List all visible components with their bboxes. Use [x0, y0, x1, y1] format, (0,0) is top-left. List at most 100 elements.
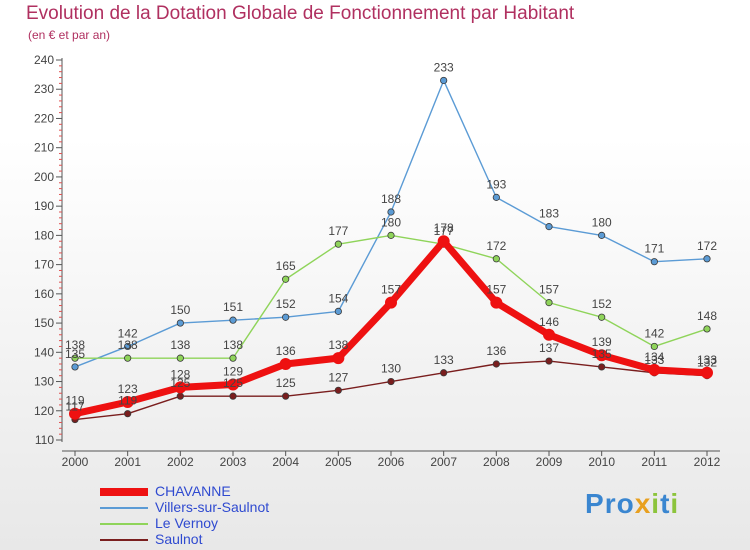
data-label-saulnot: 133: [434, 353, 454, 367]
legend-swatch-chavanne: [100, 488, 148, 496]
logo-letter: r: [604, 488, 617, 519]
data-label-chavanne: 157: [381, 283, 401, 297]
data-label-saulnot: 125: [276, 376, 296, 390]
data-point-le-vernoy: [703, 325, 711, 333]
data-label-le-vernoy: 180: [381, 215, 401, 229]
data-label-chavanne: 128: [170, 367, 190, 381]
x-tick-label: 2012: [694, 455, 721, 469]
data-label-villers-sur-saulnot: 172: [697, 239, 717, 253]
data-label-saulnot: 137: [539, 341, 559, 355]
data-point-le-vernoy: [598, 313, 606, 321]
data-label-le-vernoy: 165: [276, 259, 296, 273]
data-label-saulnot: 127: [328, 370, 348, 384]
data-point-le-vernoy: [545, 299, 553, 307]
x-tick-label: 2005: [325, 455, 352, 469]
data-label-villers-sur-saulnot: 183: [539, 207, 559, 221]
data-point-villers-sur-saulnot: [71, 363, 79, 371]
data-label-le-vernoy: 138: [65, 338, 85, 352]
data-label-saulnot: 135: [592, 347, 612, 361]
data-label-le-vernoy: 138: [223, 338, 243, 352]
data-point-villers-sur-saulnot: [176, 319, 184, 327]
y-tick-label: 130: [34, 375, 54, 389]
data-point-villers-sur-saulnot: [492, 193, 500, 201]
data-label-le-vernoy: 157: [539, 283, 559, 297]
legend-swatch-saulnot: [100, 539, 148, 541]
data-label-le-vernoy: 172: [486, 239, 506, 253]
logo-letter: i: [670, 488, 680, 519]
data-label-chavanne: 134: [644, 350, 664, 364]
legend-swatch-vernoy: [100, 523, 148, 525]
data-point-saulnot: [124, 410, 132, 418]
data-point-chavanne: [437, 235, 450, 248]
data-label-villers-sur-saulnot: 150: [170, 303, 190, 317]
data-point-villers-sur-saulnot: [545, 223, 553, 231]
data-labels-layer: 135 142 150 151 152 154 188 233 193 183 180 171 172 1…: [65, 60, 717, 413]
data-point-villers-sur-saulnot: [598, 231, 606, 239]
data-point-chavanne: [174, 381, 187, 394]
data-label-chavanne: 136: [276, 344, 296, 358]
data-point-saulnot: [545, 357, 553, 365]
x-tick-label: 2009: [536, 455, 563, 469]
proxiti-logo: Proxiti: [585, 488, 679, 520]
data-label-saulnot: 136: [486, 344, 506, 358]
data-label-chavanne: 138: [328, 338, 348, 352]
x-tick-label: 2002: [167, 455, 194, 469]
data-label-saulnot: 133: [644, 353, 664, 367]
y-tick-label: 140: [34, 345, 54, 359]
data-point-villers-sur-saulnot: [124, 342, 132, 351]
data-label-saulnot: 125: [170, 376, 190, 390]
data-point-villers-sur-saulnot: [703, 255, 711, 263]
data-label-le-vernoy: 142: [644, 326, 664, 340]
x-tick-label: 2001: [114, 455, 141, 469]
data-label-le-vernoy: 177: [328, 224, 348, 238]
data-label-villers-sur-saulnot: 151: [223, 300, 243, 314]
data-point-chavanne: [543, 328, 555, 341]
data-point-chavanne: [490, 296, 503, 309]
y-tick-label: 120: [34, 404, 54, 418]
data-label-villers-sur-saulnot: 193: [486, 177, 506, 191]
data-point-saulnot: [282, 392, 290, 400]
series-layer: [69, 76, 713, 424]
data-point-saulnot: [598, 363, 606, 371]
data-point-le-vernoy: [492, 255, 500, 263]
data-label-chavanne: 133: [697, 353, 717, 367]
data-label-le-vernoy: 152: [592, 297, 612, 311]
data-point-chavanne: [385, 296, 397, 309]
data-point-le-vernoy: [124, 354, 132, 362]
logo-letter: x: [634, 488, 652, 519]
chart-subtitle: (en € et par an): [28, 28, 111, 42]
data-label-saulnot: 132: [697, 356, 717, 370]
data-label-chavanne: 146: [539, 315, 559, 329]
data-point-chavanne: [595, 349, 608, 362]
data-point-chavanne: [279, 358, 292, 370]
y-tick-label: 110: [35, 433, 54, 447]
data-point-le-vernoy: [71, 354, 79, 362]
data-point-le-vernoy: [334, 240, 342, 248]
data-point-saulnot: [440, 369, 448, 377]
x-tick-label: 2004: [272, 455, 299, 469]
legend-label-vernoy: Le Vernoy: [155, 515, 219, 531]
x-tick-label: 2006: [378, 455, 405, 469]
data-point-villers-sur-saulnot: [650, 258, 658, 266]
data-point-villers-sur-saulnot: [440, 76, 448, 85]
data-point-chavanne: [701, 366, 713, 379]
data-point-saulnot: [492, 360, 500, 368]
data-point-le-vernoy: [650, 342, 658, 351]
y-tick-label: 170: [34, 258, 54, 272]
legend-swatch-villers: [100, 507, 148, 509]
data-label-saulnot: 125: [223, 376, 243, 390]
y-tick-label: 200: [34, 170, 54, 184]
data-point-villers-sur-saulnot: [387, 208, 395, 216]
data-point-saulnot: [176, 392, 184, 400]
y-tick-label: 180: [34, 228, 54, 242]
data-label-villers-sur-saulnot: 154: [328, 291, 348, 305]
data-point-chavanne: [69, 407, 81, 420]
y-tick-label: 210: [34, 141, 54, 155]
x-tick-label: 2008: [483, 455, 510, 469]
data-label-chavanne: 129: [223, 364, 243, 378]
chart-title: Evolution de la Dotation Globale de Fonc…: [26, 3, 575, 24]
data-label-chavanne: 178: [434, 221, 454, 235]
y-tick-label: 160: [34, 287, 54, 301]
